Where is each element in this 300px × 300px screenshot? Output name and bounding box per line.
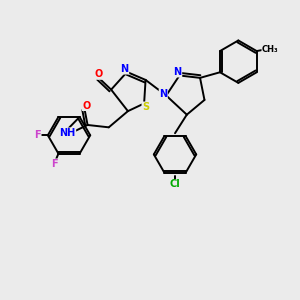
Text: F: F xyxy=(51,159,57,169)
Text: O: O xyxy=(82,100,91,110)
Text: N: N xyxy=(121,64,129,74)
Text: CH₃: CH₃ xyxy=(262,45,279,54)
Text: O: O xyxy=(94,69,102,79)
Text: F: F xyxy=(34,130,41,140)
Text: S: S xyxy=(142,102,149,112)
Text: N: N xyxy=(159,89,167,99)
Text: N: N xyxy=(174,67,182,77)
Text: NH: NH xyxy=(59,128,76,138)
Text: Cl: Cl xyxy=(170,179,180,190)
